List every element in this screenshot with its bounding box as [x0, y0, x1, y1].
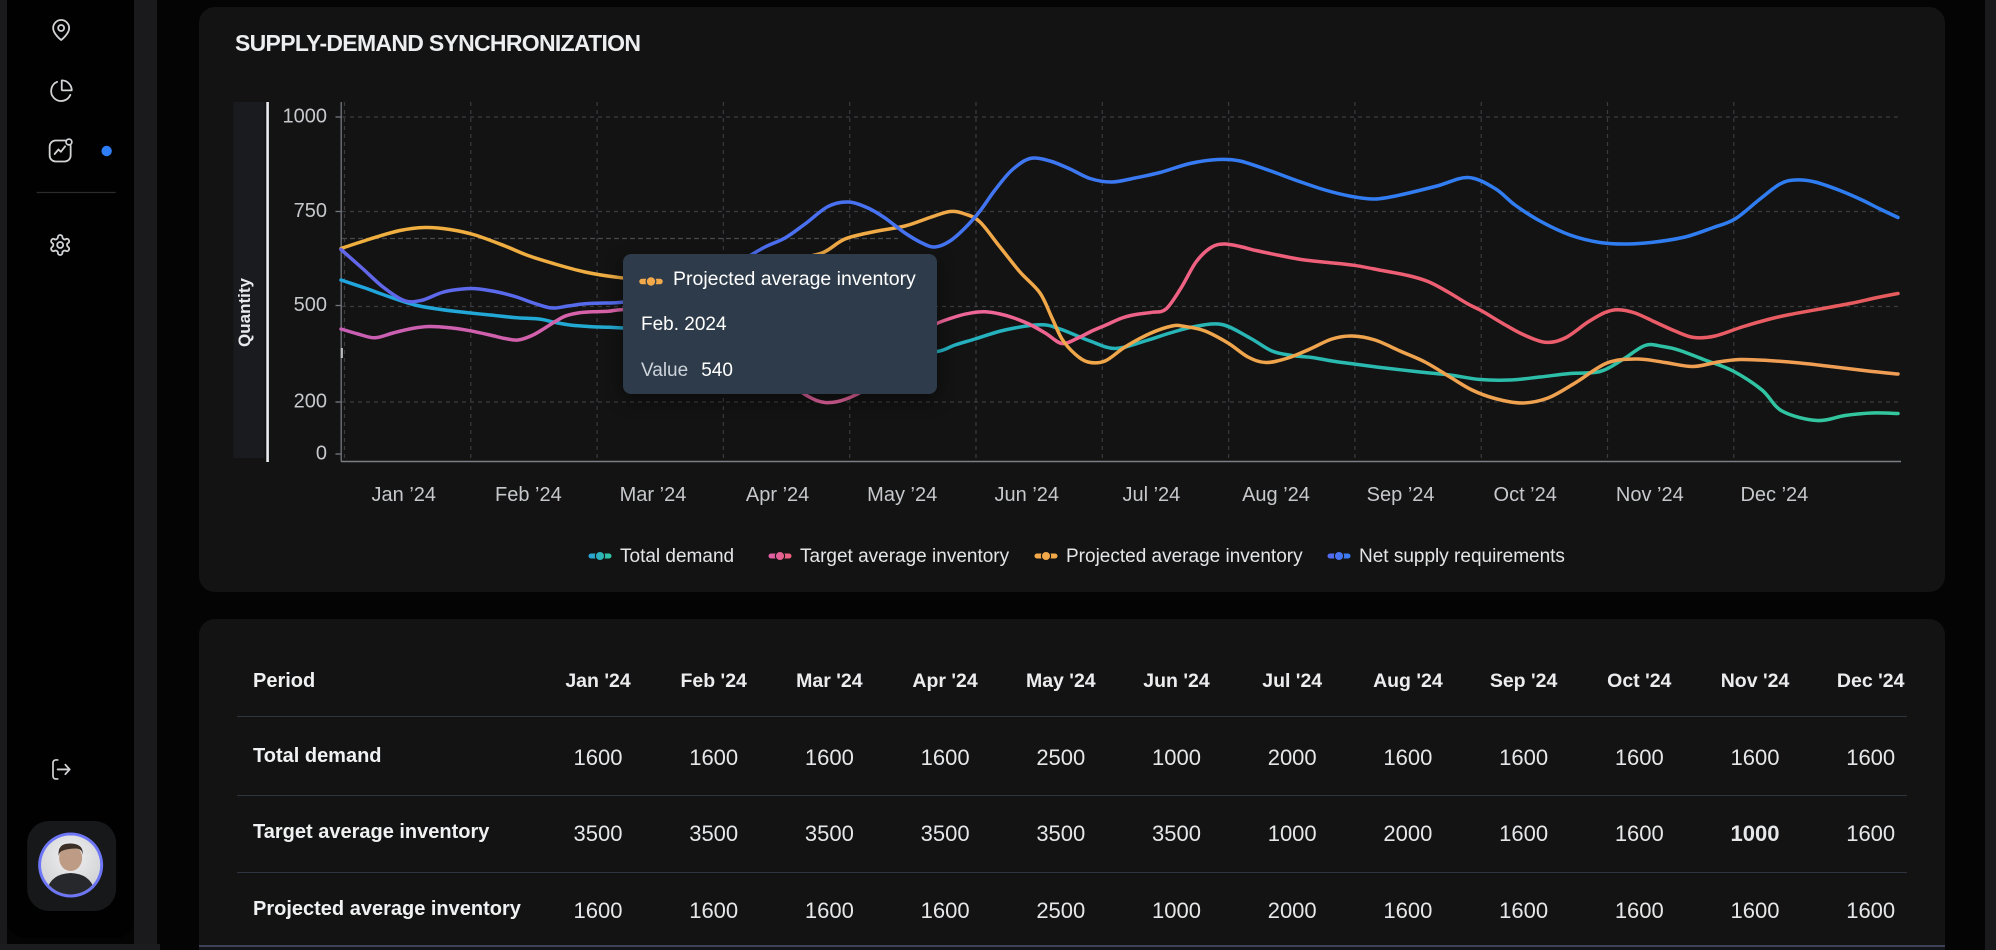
svg-text:200: 200 — [294, 391, 327, 413]
svg-text:Sep ’24: Sep ’24 — [1367, 484, 1435, 506]
svg-text:Jun ’24: Jun ’24 — [995, 484, 1060, 506]
svg-text:Oct ’24: Oct ’24 — [1494, 484, 1557, 506]
svg-text:Projected average inventory: Projected average inventory — [1066, 546, 1303, 567]
svg-text:May ’24: May ’24 — [867, 484, 937, 506]
svg-text:Aug ’24: Aug ’24 — [1242, 484, 1310, 506]
svg-text:Jul ’24: Jul ’24 — [1122, 484, 1180, 506]
svg-text:0: 0 — [316, 443, 327, 465]
svg-text:750: 750 — [294, 200, 327, 222]
svg-text:Feb ’24: Feb ’24 — [495, 484, 562, 506]
svg-text:Jan ’24: Jan ’24 — [372, 484, 437, 506]
svg-text:Total demand: Total demand — [620, 546, 734, 567]
svg-text:Net supply requirements: Net supply requirements — [1359, 546, 1565, 567]
svg-text:500: 500 — [294, 294, 327, 316]
svg-text:1000: 1000 — [283, 106, 328, 128]
svg-text:Quantity: Quantity — [235, 277, 254, 346]
svg-text:Mar ’24: Mar ’24 — [620, 484, 687, 506]
svg-text:Apr ’24: Apr ’24 — [746, 484, 809, 506]
svg-text:Nov ’24: Nov ’24 — [1616, 484, 1684, 506]
svg-text:Dec ’24: Dec ’24 — [1740, 484, 1808, 506]
svg-text:Target average inventory: Target average inventory — [800, 546, 1010, 567]
